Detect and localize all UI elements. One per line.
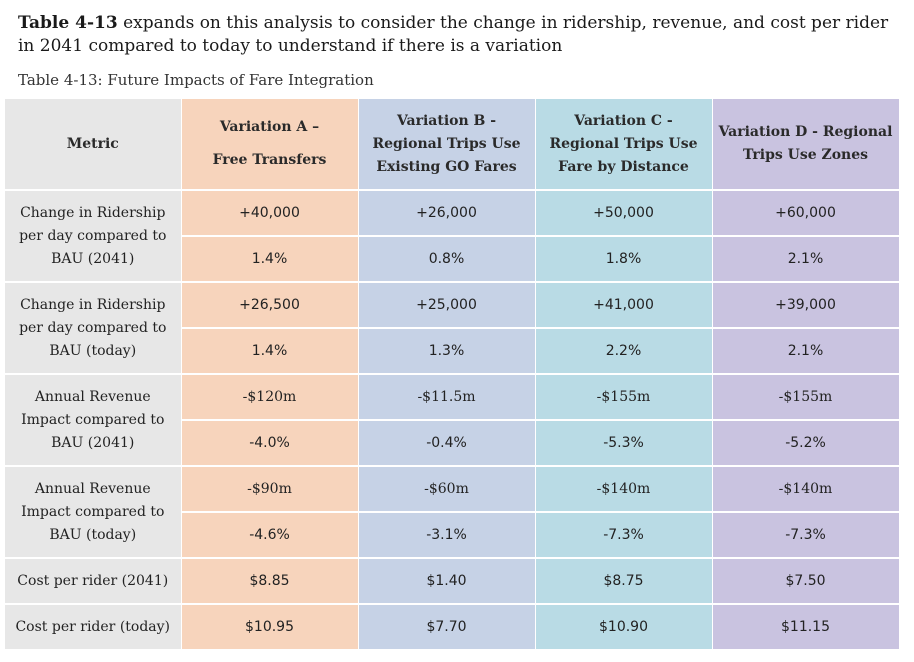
- cell-a: $8.85: [181, 558, 359, 605]
- table-row: Cost per rider (2041) $8.85 $1.40 $8.75 …: [5, 558, 900, 605]
- metric-ridership-today: Change in Ridership per day compared to …: [5, 282, 182, 375]
- header-c-line3: Fare by Distance: [558, 158, 689, 175]
- header-a-line1: Variation A –: [219, 119, 320, 135]
- cell-d: -$155m: [712, 374, 900, 421]
- cell-c: +41,000: [535, 282, 713, 329]
- cell-b: +25,000: [358, 282, 536, 329]
- cell-d: -$140m: [712, 466, 900, 513]
- cell-b: +26,000: [358, 190, 536, 237]
- cell-a: +40,000: [181, 190, 359, 237]
- header-a-line2: Free Transfers: [212, 152, 327, 168]
- cell-c: -7.3%: [535, 512, 713, 559]
- table-row: Annual Revenue Impact compared to BAU (t…: [5, 466, 900, 559]
- header-b-line3: Existing GO Fares: [376, 158, 517, 175]
- cell-b: $7.70: [358, 604, 536, 651]
- cell-d: -7.3%: [712, 512, 900, 559]
- cell-a: -$120m: [181, 374, 359, 421]
- metric-cost-2041: Cost per rider (2041): [5, 558, 182, 605]
- intro-paragraph: Table 4-13 expands on this analysis to c…: [18, 12, 898, 58]
- cell-d: +39,000: [712, 282, 900, 329]
- metric-ridership-2041: Change in Ridership per day compared to …: [5, 190, 182, 283]
- table-row: Change in Ridership per day compared to …: [5, 190, 900, 283]
- cell-b: 1.3%: [358, 328, 536, 375]
- metric-cost-today: Cost per rider (today): [5, 604, 182, 651]
- header-b-line1: Variation B -: [396, 112, 497, 129]
- header-variation-d: Variation D - Regional Trips Use Zones: [712, 99, 900, 191]
- cell-b: $1.40: [358, 558, 536, 605]
- cell-a: 1.4%: [181, 236, 359, 283]
- table-row: 1.4% 1.3% 2.2% 2.1%: [5, 328, 900, 375]
- cell-d: $7.50: [712, 558, 900, 605]
- cell-c: $8.75: [535, 558, 713, 605]
- cell-c: -5.3%: [535, 420, 713, 467]
- cell-c: 1.8%: [535, 236, 713, 283]
- cell-c: -$140m: [535, 466, 713, 513]
- cell-c: +50,000: [535, 190, 713, 237]
- metric-revenue-today: Annual Revenue Impact compared to BAU (t…: [5, 466, 182, 559]
- header-variation-a: Variation A – Free Transfers: [181, 99, 359, 191]
- table-row: Annual Revenue Impact compared to BAU (2…: [5, 374, 900, 467]
- table-row: Cost per rider (today) $10.95 $7.70 $10.…: [5, 604, 900, 651]
- header-d-line1: Variation D - Regional: [718, 124, 893, 140]
- cell-d: +60,000: [712, 190, 900, 237]
- fare-integration-table: Metric Variation A – Free Transfers Vari…: [5, 99, 900, 651]
- cell-a: -$90m: [181, 466, 359, 513]
- cell-a: -4.6%: [181, 512, 359, 559]
- intro-text: expands on this analysis to consider the…: [18, 13, 889, 56]
- header-d-line2: Trips Use Zones: [742, 147, 869, 163]
- cell-c: -$155m: [535, 374, 713, 421]
- header-metric: Metric: [5, 99, 182, 191]
- intro-table-ref: Table 4-13: [18, 13, 118, 33]
- table-row: 1.4% 0.8% 1.8% 2.1%: [5, 236, 900, 283]
- cell-b: -3.1%: [358, 512, 536, 559]
- cell-d: $11.15: [712, 604, 900, 651]
- cell-b: -0.4%: [358, 420, 536, 467]
- table-row: -4.6% -3.1% -7.3% -7.3%: [5, 512, 900, 559]
- metric-revenue-2041: Annual Revenue Impact compared to BAU (2…: [5, 374, 182, 467]
- cell-c: $10.90: [535, 604, 713, 651]
- table-row: -4.0% -0.4% -5.3% -5.2%: [5, 420, 900, 467]
- cell-c: 2.2%: [535, 328, 713, 375]
- table-caption: Table 4-13: Future Impacts of Fare Integ…: [18, 71, 374, 89]
- header-c-line2: Regional Trips Use: [549, 135, 698, 152]
- cell-d: 2.1%: [712, 236, 900, 283]
- cell-a: 1.4%: [181, 328, 359, 375]
- cell-b: -$60m: [358, 466, 536, 513]
- header-c-line1: Variation C -: [574, 112, 673, 129]
- header-variation-b: Variation B - Regional Trips Use Existin…: [358, 99, 536, 191]
- header-variation-c: Variation C - Regional Trips Use Fare by…: [535, 99, 713, 191]
- table-row: Change in Ridership per day compared to …: [5, 282, 900, 375]
- cell-b: 0.8%: [358, 236, 536, 283]
- cell-d: -5.2%: [712, 420, 900, 467]
- cell-d: 2.1%: [712, 328, 900, 375]
- cell-a: $10.95: [181, 604, 359, 651]
- cell-a: +26,500: [181, 282, 359, 329]
- cell-a: -4.0%: [181, 420, 359, 467]
- cell-b: -$11.5m: [358, 374, 536, 421]
- header-b-line2: Regional Trips Use: [372, 135, 521, 152]
- header-row: Metric Variation A – Free Transfers Vari…: [5, 99, 900, 191]
